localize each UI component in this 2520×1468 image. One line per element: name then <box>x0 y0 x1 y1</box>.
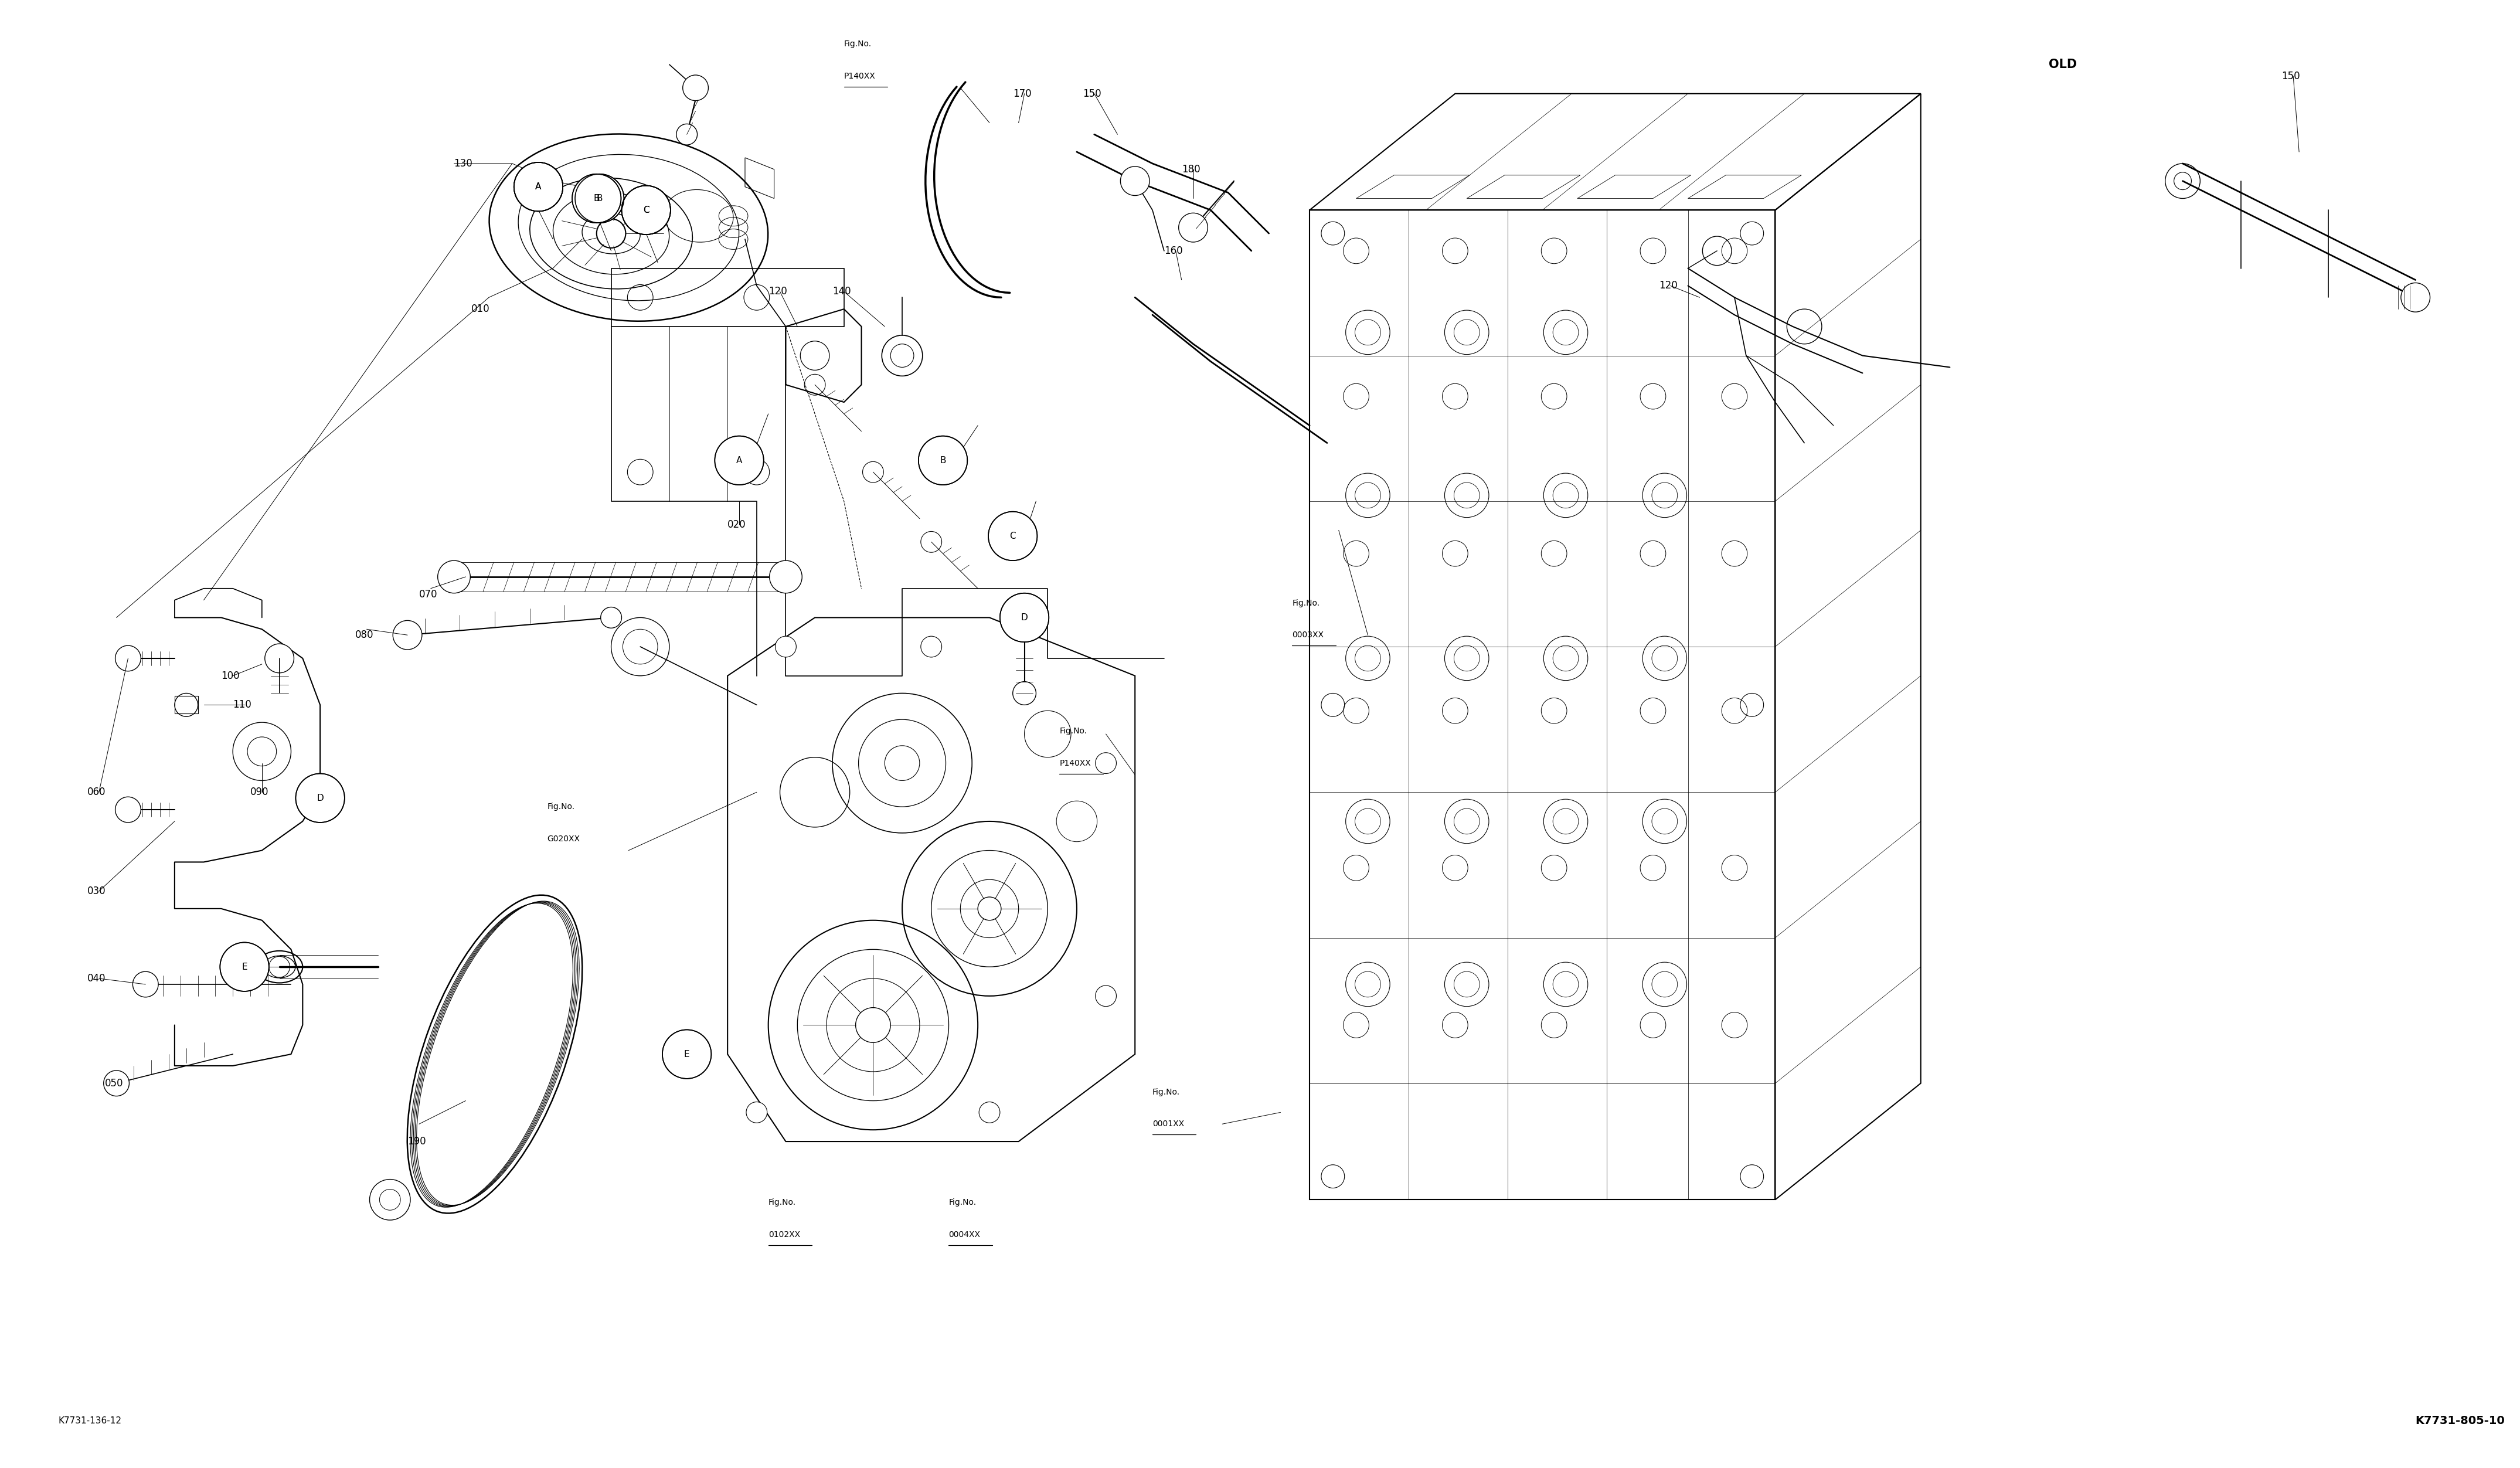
Text: Fig.No.: Fig.No. <box>1293 599 1320 608</box>
Circle shape <box>1096 985 1116 1007</box>
Circle shape <box>683 75 708 101</box>
Circle shape <box>622 185 670 235</box>
Text: E: E <box>242 963 247 972</box>
Text: 150: 150 <box>1084 88 1101 98</box>
Text: 120: 120 <box>1658 280 1678 291</box>
Circle shape <box>103 1070 129 1097</box>
Circle shape <box>575 175 625 223</box>
Circle shape <box>174 693 199 716</box>
Text: A: A <box>534 182 542 191</box>
Circle shape <box>746 1102 766 1123</box>
Text: B: B <box>597 194 602 203</box>
Circle shape <box>917 436 968 484</box>
Circle shape <box>600 608 622 628</box>
Text: E: E <box>683 1050 690 1058</box>
Text: B: B <box>940 457 945 465</box>
Circle shape <box>219 942 270 991</box>
Circle shape <box>393 621 421 650</box>
Text: 0004XX: 0004XX <box>948 1230 980 1239</box>
Text: 150: 150 <box>2281 70 2301 82</box>
Circle shape <box>801 341 829 370</box>
Text: 040: 040 <box>88 973 106 984</box>
Circle shape <box>116 797 141 822</box>
Text: D: D <box>1021 614 1028 622</box>
Text: 050: 050 <box>106 1078 123 1089</box>
Text: P140XX: P140XX <box>1058 759 1091 768</box>
Text: 120: 120 <box>769 286 786 297</box>
Circle shape <box>776 636 796 658</box>
Circle shape <box>116 646 141 671</box>
Text: A: A <box>534 182 542 191</box>
Circle shape <box>675 123 698 145</box>
Text: P140XX: P140XX <box>844 72 874 81</box>
Text: 170: 170 <box>1013 88 1031 98</box>
Text: D: D <box>318 794 323 803</box>
Text: 080: 080 <box>355 630 373 640</box>
Circle shape <box>572 175 620 223</box>
Text: 130: 130 <box>454 159 474 169</box>
Circle shape <box>716 436 764 484</box>
Text: Fig.No.: Fig.No. <box>948 1198 975 1207</box>
Text: 100: 100 <box>222 671 239 681</box>
Text: 010: 010 <box>471 304 489 314</box>
Circle shape <box>622 185 670 235</box>
Circle shape <box>920 636 942 658</box>
Text: 020: 020 <box>728 520 746 530</box>
Text: OLD: OLD <box>2049 59 2076 70</box>
Text: Fig.No.: Fig.No. <box>547 803 575 810</box>
Text: A: A <box>736 457 743 465</box>
Text: Fig.No.: Fig.No. <box>844 40 872 48</box>
Text: K7731-136-12: K7731-136-12 <box>58 1417 121 1425</box>
Text: C: C <box>643 206 650 214</box>
Text: 0102XX: 0102XX <box>769 1230 799 1239</box>
Circle shape <box>1121 166 1149 195</box>
Text: 030: 030 <box>88 885 106 897</box>
Circle shape <box>265 644 295 672</box>
Circle shape <box>1000 593 1048 642</box>
Text: 060: 060 <box>88 787 106 797</box>
Circle shape <box>1096 753 1116 774</box>
Text: 0003XX: 0003XX <box>1293 631 1323 639</box>
Text: 140: 140 <box>832 286 852 297</box>
Text: Fig.No.: Fig.No. <box>1058 727 1086 735</box>
Text: G020XX: G020XX <box>547 835 580 843</box>
Circle shape <box>1179 213 1207 242</box>
Circle shape <box>978 897 1000 920</box>
Text: 110: 110 <box>232 700 252 711</box>
Text: 070: 070 <box>418 589 438 599</box>
Circle shape <box>514 163 562 211</box>
Circle shape <box>438 561 471 593</box>
Text: C: C <box>1011 531 1016 540</box>
Text: 160: 160 <box>1164 245 1182 255</box>
Circle shape <box>769 561 801 593</box>
Text: 0001XX: 0001XX <box>1152 1120 1184 1127</box>
Text: K7731-805-10: K7731-805-10 <box>2417 1415 2505 1427</box>
Circle shape <box>978 1102 1000 1123</box>
Text: 180: 180 <box>1182 164 1200 175</box>
Circle shape <box>857 1007 890 1042</box>
Text: 190: 190 <box>408 1136 426 1147</box>
Text: B: B <box>595 194 600 203</box>
Text: Fig.No.: Fig.No. <box>769 1198 796 1207</box>
Circle shape <box>1013 681 1036 705</box>
Text: Fig.No.: Fig.No. <box>1152 1088 1179 1097</box>
Text: C: C <box>643 206 650 214</box>
Circle shape <box>2402 283 2429 313</box>
Circle shape <box>663 1029 711 1079</box>
Circle shape <box>514 163 562 211</box>
Circle shape <box>295 774 345 822</box>
Circle shape <box>134 972 159 997</box>
Circle shape <box>988 512 1038 561</box>
Text: 090: 090 <box>249 787 270 797</box>
